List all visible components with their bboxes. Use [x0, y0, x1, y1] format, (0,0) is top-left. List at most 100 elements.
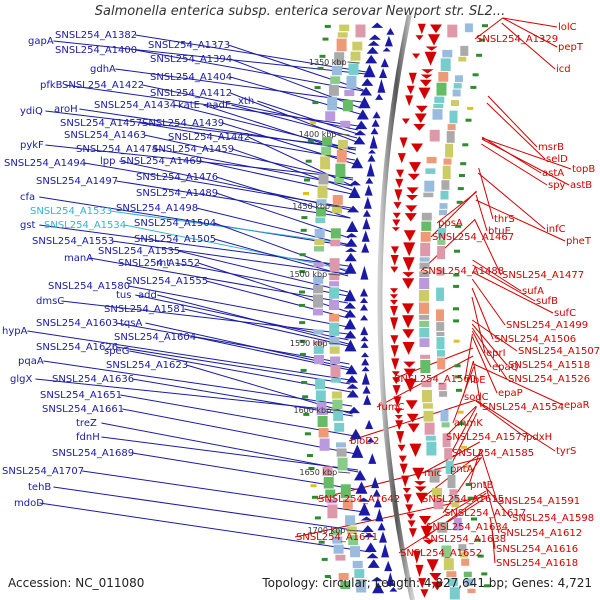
right-gene-label[interactable]: epaQ [492, 362, 519, 373]
right-gene-label[interactable]: fumC [378, 402, 405, 413]
left-gene-label[interactable]: SNSL254_A1580 [48, 281, 130, 292]
right-gene-label[interactable]: infC [546, 224, 566, 235]
right-gene-label[interactable]: SNSL254_A1634 [426, 522, 508, 533]
left-gene-label[interactable]: SNSL254_A1505 [134, 234, 216, 245]
right-gene-label[interactable]: SNSL254_A1526 [508, 374, 590, 385]
left-gene-label[interactable]: aroH [54, 104, 78, 115]
left-gene-label[interactable]: cfa [20, 192, 35, 203]
left-gene-label[interactable]: treZ [76, 418, 97, 429]
left-gene-label[interactable]: SNSL254_A1459 [152, 144, 234, 155]
right-gene-label[interactable]: epaP [498, 388, 523, 399]
left-gene-label[interactable]: SNSL254_A1623 [106, 360, 188, 371]
left-gene-label[interactable]: katE [178, 100, 200, 111]
left-gene-label[interactable]: manA [64, 253, 93, 264]
left-gene-label[interactable]: gdhA [90, 64, 116, 75]
left-gene-label[interactable]: SNSL254_A1533 [30, 206, 112, 217]
left-gene-label[interactable]: SNSL254_A1442 [168, 132, 250, 143]
right-gene-label[interactable]: ppsA [438, 218, 463, 229]
right-gene-label[interactable]: SNSL254_A1507 [518, 346, 600, 357]
left-gene-label[interactable]: rnt [156, 258, 170, 269]
left-gene-label[interactable]: SNSL254_A1497 [36, 176, 118, 187]
left-gene-label[interactable]: SNSL254_A1603 [36, 318, 118, 329]
left-gene-label[interactable]: SNSL254_A1394 [150, 54, 232, 65]
left-gene-label[interactable]: hypA [2, 326, 28, 337]
left-gene-label[interactable]: tehB [28, 482, 51, 493]
left-gene-label[interactable]: SNSL254_A1498 [116, 203, 198, 214]
left-gene-label[interactable]: SNSL254_A1553 [32, 236, 114, 247]
right-gene-label[interactable]: eprI [486, 348, 506, 359]
right-gene-label[interactable]: pepT [558, 42, 584, 53]
left-gene-label[interactable]: nadE [206, 100, 231, 111]
left-gene-label[interactable]: SNSL254_A1412 [150, 88, 232, 99]
left-gene-label[interactable]: add [138, 290, 157, 301]
right-gene-label[interactable]: sufA [522, 286, 544, 297]
left-gene-label[interactable]: SNSL254_A1494 [4, 158, 86, 169]
right-gene-label[interactable]: SNSL254_A1616 [496, 544, 578, 555]
right-gene-label[interactable]: lolC [558, 22, 577, 33]
left-gene-label[interactable]: SNSL254_A1400 [55, 45, 137, 56]
right-gene-label[interactable]: icd [556, 64, 571, 75]
right-gene-label[interactable]: topB [572, 164, 595, 175]
left-gene-label[interactable]: SNSL254_A1636 [52, 374, 134, 385]
right-gene-label[interactable]: SNSL254_A1598 [512, 513, 594, 524]
left-gene-label[interactable]: SNSL254_A1552 [118, 258, 200, 269]
right-gene-label[interactable]: pntA [450, 464, 474, 475]
left-gene-label[interactable]: SNSL254_A1382 [55, 30, 137, 41]
left-gene-label[interactable]: SNSL254_A1604 [114, 332, 196, 343]
right-gene-label[interactable]: msrB [538, 142, 564, 153]
left-gene-label[interactable]: SNSL254_A1463 [64, 130, 146, 141]
right-gene-label[interactable]: SNSL254_A1518 [508, 360, 590, 371]
right-gene-label[interactable]: epaR [564, 400, 590, 411]
right-gene-label[interactable]: anmK [454, 418, 483, 429]
left-gene-label[interactable]: lpp [100, 156, 115, 167]
right-gene-label[interactable]: astA [542, 168, 564, 179]
left-gene-label[interactable]: SNSL254_A1555 [126, 276, 208, 287]
left-gene-label[interactable]: SNSL254_A1504 [134, 218, 216, 229]
right-gene-label[interactable]: SNSL254_A1652 [400, 548, 482, 559]
right-gene-label[interactable]: SNSL254_A1477 [502, 270, 584, 281]
right-gene-label[interactable]: mic [424, 468, 442, 479]
right-gene-label[interactable]: SNSL254_A1577 [446, 432, 528, 443]
right-gene-label[interactable]: SNSL254_A1488 [422, 266, 504, 277]
left-gene-label[interactable]: SNSL254_A1439 [142, 118, 224, 129]
right-gene-label[interactable]: SNSL254_A1591 [498, 496, 580, 507]
left-gene-label[interactable]: SNSL254_A1651 [40, 390, 122, 401]
right-gene-label[interactable]: pntB [470, 480, 494, 491]
right-gene-label[interactable]: tyrS [556, 446, 576, 457]
left-gene-label[interactable]: pfkB [40, 80, 63, 91]
left-gene-label[interactable]: fdnH [76, 432, 100, 443]
right-gene-label[interactable]: SNSL254_A1467 [432, 232, 514, 243]
left-gene-label[interactable]: SNSL254_A1474 [76, 144, 158, 155]
right-gene-label[interactable]: astB [570, 180, 592, 191]
right-gene-label[interactable]: SNSL254_A1638 [424, 534, 506, 545]
right-gene-label[interactable]: sodC [464, 392, 489, 403]
right-gene-label[interactable]: selD [546, 154, 568, 165]
left-gene-label[interactable]: SNSL254_A1534 [44, 220, 126, 231]
left-gene-label[interactable]: pqaA [18, 356, 44, 367]
left-gene-label[interactable]: gst [20, 220, 36, 231]
right-gene-label[interactable]: SNSL254_A1671 [296, 532, 378, 543]
right-gene-label[interactable]: SNSL254_A1612 [500, 528, 582, 539]
left-gene-label[interactable]: tus [116, 290, 131, 301]
left-gene-label[interactable]: SNSL254_A1434 [94, 100, 176, 111]
right-gene-label[interactable]: SNSL254_A1617 [444, 508, 526, 519]
right-gene-label[interactable]: SNSL254_A1642 [318, 494, 400, 505]
left-gene-label[interactable]: speG [104, 346, 129, 357]
right-gene-label[interactable]: ribE [466, 375, 486, 386]
right-gene-label[interactable]: SNSL254_A1585 [452, 448, 534, 459]
right-gene-label[interactable]: SNSL254_A1499 [506, 320, 588, 331]
left-gene-label[interactable]: SNSL254_A1469 [120, 156, 202, 167]
left-gene-label[interactable]: ydiQ [20, 106, 43, 117]
right-gene-label[interactable]: SNSL254_A1615 [422, 494, 504, 505]
left-gene-label[interactable]: SNSL254_A1489 [136, 188, 218, 199]
left-gene-label[interactable]: mdoD [14, 498, 44, 509]
left-gene-label[interactable]: SNSL254_A1457 [60, 118, 142, 129]
left-gene-label[interactable]: SNSL254_A1661 [42, 404, 124, 415]
left-gene-label[interactable]: SNSL254_A1581 [104, 304, 186, 315]
right-gene-label[interactable]: SNSL254_A1554 [482, 402, 564, 413]
left-gene-label[interactable]: gapA [28, 36, 54, 47]
right-gene-label[interactable]: SNSL254_A1329 [476, 34, 558, 45]
left-gene-label[interactable]: SNSL254_A1373 [148, 40, 230, 51]
left-gene-label[interactable]: SNSL254_A1626 [36, 342, 118, 353]
right-gene-label[interactable]: SNSL254_A1560 [394, 374, 476, 385]
